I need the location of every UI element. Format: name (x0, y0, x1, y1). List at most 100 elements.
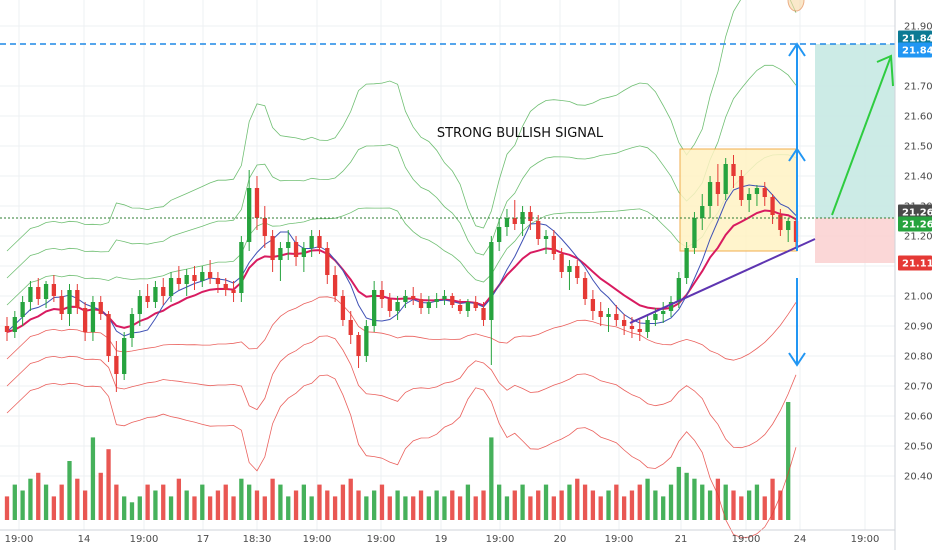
volume-bar (457, 496, 463, 520)
y-tick-label: 20.80 (904, 352, 932, 363)
price-axis[interactable]: 21.9021.8421.7021.6021.5021.4021.3021.20… (894, 0, 932, 550)
volume-bar (559, 490, 564, 520)
volume-bar (59, 484, 64, 520)
volume-bar (122, 496, 127, 520)
candle-body (82, 308, 88, 332)
volume-bar (551, 496, 556, 520)
volume-bar (778, 490, 783, 520)
volume-bar (450, 490, 455, 520)
candle-body (293, 242, 299, 257)
volume-bar (590, 490, 596, 520)
x-tick-label: 18:30 (243, 534, 272, 545)
candle-body (36, 287, 41, 299)
candle-body (450, 296, 455, 305)
volume-bar (286, 496, 291, 520)
candle-body (442, 296, 447, 299)
candle-body (286, 242, 291, 248)
volume-bar (254, 490, 260, 520)
candle-body (90, 302, 96, 332)
candle-body (192, 275, 197, 281)
volume-bar (332, 496, 338, 520)
volume-bar (668, 484, 674, 520)
candle-body (590, 299, 596, 311)
sma-line (6, 184, 797, 337)
x-tick-label: 19:00 (367, 534, 396, 545)
price-badge-label: 21.26 (902, 220, 932, 231)
volume-bar (426, 496, 431, 520)
volume-bar (606, 490, 611, 520)
candle-body (59, 296, 64, 314)
candle-body (239, 242, 244, 293)
candle-body (762, 188, 767, 197)
candle-body (161, 287, 166, 296)
volume-bar (598, 496, 603, 520)
x-tick-label: 21 (675, 534, 688, 545)
volume-bar (129, 502, 135, 520)
candle-body (4, 326, 10, 332)
candle-body (746, 194, 752, 200)
candle-body (20, 302, 25, 317)
y-tick-label: 21.60 (904, 112, 932, 123)
candles (4, 155, 799, 392)
candle-body (621, 320, 627, 326)
volume-bar (645, 478, 650, 520)
volume-bar (684, 472, 689, 520)
volume-bar (153, 490, 158, 520)
volume-bar (395, 490, 400, 520)
volume-bar (364, 496, 369, 520)
volume-bar (90, 437, 96, 520)
volume-bar (161, 484, 166, 520)
x-tick-label: 19:00 (5, 534, 34, 545)
volume-bar (301, 484, 306, 520)
candle-body (387, 299, 392, 311)
projection-arrow (831, 54, 894, 216)
volume-bar (567, 484, 572, 520)
candle-body (512, 218, 517, 224)
candle-body (176, 278, 182, 284)
volume-bar (746, 490, 752, 520)
price-badge-label: 21.11 (902, 259, 932, 270)
trendline (629, 238, 816, 324)
x-tick-label: 19:00 (486, 534, 515, 545)
price-badge (898, 204, 932, 220)
volume-bar (723, 484, 728, 520)
volume-bar (348, 478, 353, 520)
candle-body (520, 212, 525, 224)
candle-body (145, 296, 150, 302)
candle-body (629, 326, 635, 329)
candle-body (457, 305, 463, 311)
time-axis[interactable]: 19:00 14 19:00 17 18:30 19:00 19:00 19 19:00 20 19… (0, 529, 895, 545)
volume-bar (200, 484, 205, 520)
candle-body (536, 221, 541, 239)
candle-body (723, 164, 728, 194)
bollinger-lower-band (6, 374, 797, 538)
volume-bar (692, 478, 697, 520)
candle-body (270, 236, 275, 260)
volume-bar (434, 490, 439, 520)
candle-body (692, 218, 697, 248)
y-tick-label: 20.90 (904, 322, 932, 333)
stop-zone (815, 218, 895, 263)
candle-body (325, 248, 330, 275)
volume-bar (4, 496, 10, 520)
candle-body (262, 218, 267, 236)
strong-bullish-signal-label: STRONG BULLISH SIGNAL (437, 126, 604, 141)
volume-bar (731, 490, 736, 520)
bollinger-upper-band (6, 64, 797, 279)
candle-body (715, 182, 721, 194)
candle-body (122, 338, 127, 374)
up-arrow-short (788, 147, 806, 251)
candle-body (614, 314, 619, 320)
candle-body (98, 302, 103, 314)
price-badge (898, 216, 932, 232)
bollinger-upper-band (6, 0, 797, 252)
candle-body (497, 227, 502, 242)
candle-body (153, 287, 158, 302)
volume-bar (575, 478, 580, 520)
candle-body (317, 236, 322, 248)
volume-bar (700, 484, 705, 520)
volume-bar (754, 484, 760, 520)
candle-body (332, 275, 338, 296)
